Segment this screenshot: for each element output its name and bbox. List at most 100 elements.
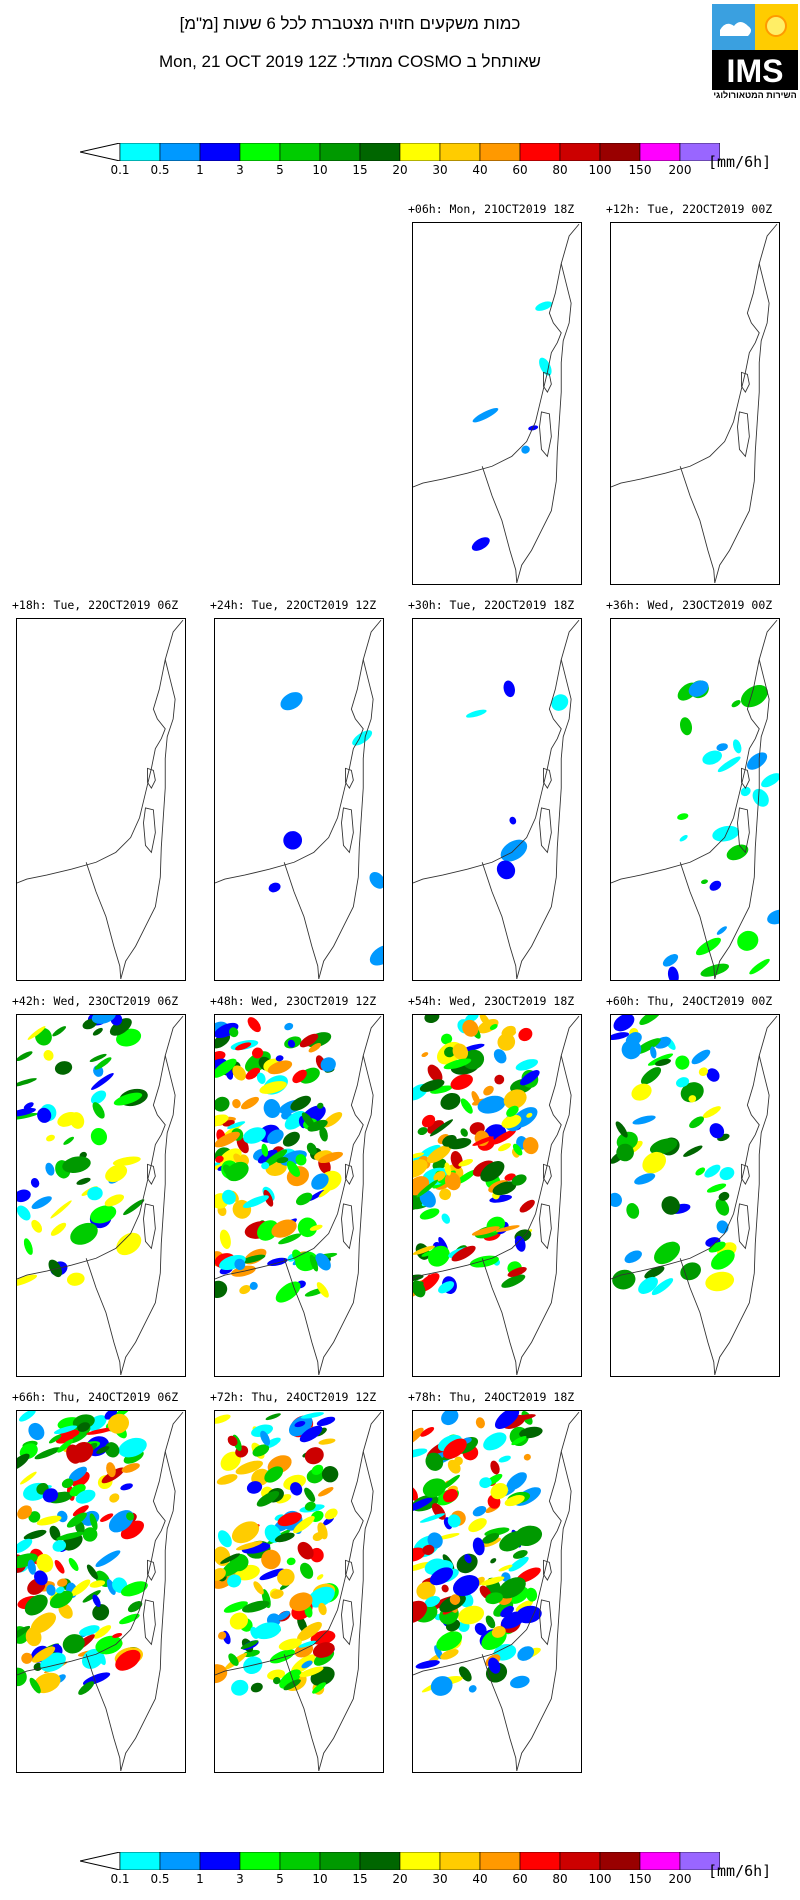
precip-cell (318, 1438, 336, 1445)
precip-cell (31, 1219, 43, 1233)
colorbar-tick-label: 0.5 (150, 1872, 170, 1886)
precip-cell (307, 1586, 335, 1608)
precip-cell (299, 1666, 324, 1678)
precip-cell (273, 1677, 281, 1685)
east-border (120, 1055, 176, 1375)
precip-cell (70, 1222, 98, 1245)
precip-cell (282, 1131, 300, 1147)
precip-cell (278, 1233, 302, 1245)
coastline (413, 1015, 580, 1280)
precip-cell (464, 1553, 472, 1564)
precip-cell (415, 1660, 440, 1669)
precip-cell (116, 1232, 142, 1256)
precip-cell (443, 1058, 472, 1070)
colorbar-swatch (519, 143, 561, 161)
precip-cell (413, 1274, 424, 1282)
precip-cell (69, 1112, 85, 1129)
colorbar-swatch (239, 143, 281, 161)
precip-cell (304, 1487, 316, 1503)
sea-of-galilee (147, 767, 156, 790)
precip-cell (427, 1064, 443, 1083)
colorbar-swatch (639, 1852, 681, 1870)
precip-cell (304, 1501, 316, 1511)
colorbar-swatch (279, 1852, 321, 1870)
precip-cell (309, 1254, 319, 1272)
forecast-panel: +36h: Wed, 23OCT2019 00Z (606, 598, 780, 981)
precip-cell (688, 1095, 697, 1103)
precip-cell (66, 1272, 85, 1286)
precip-cell (256, 1072, 266, 1084)
precip-cell (507, 1266, 527, 1277)
precip-cell (511, 1174, 527, 1186)
precip-cell (474, 1622, 487, 1636)
precip-cell (717, 756, 741, 773)
forecast-panel: +54h: Wed, 23OCT2019 18Z (408, 994, 582, 1377)
precip-cell (680, 1082, 704, 1103)
precip-cell (95, 1550, 121, 1568)
precip-cell (215, 1058, 237, 1078)
forecast-panel: +60h: Thu, 24OCT2019 00Z (606, 994, 780, 1377)
precip-cell (17, 1667, 27, 1687)
precip-cell (482, 1533, 500, 1544)
panel-time-label: +36h: Wed, 23OCT2019 00Z (606, 598, 773, 612)
precip-cell (48, 1259, 62, 1278)
precip-cell (442, 1488, 458, 1503)
precip-cell (460, 1128, 468, 1137)
precip-cell (651, 1278, 674, 1296)
precip-cell (471, 537, 490, 551)
precip-cell (512, 1550, 528, 1559)
precip-cell (263, 1189, 274, 1207)
precip-cell (276, 1610, 290, 1621)
precip-cell (316, 1282, 329, 1298)
precip-cell (704, 1164, 721, 1178)
panel-map (412, 1410, 582, 1773)
east-border (516, 659, 572, 979)
precip-cell (76, 1177, 91, 1185)
precip-cell (419, 1144, 441, 1158)
precip-cell (104, 1194, 125, 1207)
precip-cell (679, 717, 693, 736)
precip-cell (611, 1032, 630, 1041)
precip-cell (106, 1462, 116, 1478)
precip-cell (17, 1051, 33, 1062)
precip-cell (479, 1015, 491, 1027)
precip-cell (509, 816, 517, 825)
precip-cell (519, 1426, 543, 1439)
precip-cell (49, 1590, 73, 1609)
precip-cell (242, 1649, 260, 1658)
precip-cell (307, 1189, 326, 1202)
precip-cell (675, 1055, 690, 1070)
precip-cell (439, 1188, 452, 1201)
precip-cell (217, 1530, 232, 1548)
precip-cell (752, 788, 769, 807)
precip-cell (262, 1149, 288, 1168)
precip-cell (612, 1269, 636, 1290)
precip-cell (321, 1465, 339, 1483)
precip-cell (458, 1605, 485, 1625)
precip-cell (215, 1022, 239, 1039)
colorbar-swatch (679, 1852, 720, 1870)
precip-cell (631, 1083, 652, 1101)
precip-cell (215, 1414, 231, 1424)
precip-cell (299, 1425, 323, 1443)
precip-cell (444, 1046, 456, 1058)
precip-cell (521, 445, 530, 454)
precip-cell (644, 1266, 665, 1279)
precip-cell (94, 1057, 112, 1070)
precip-cell (50, 1200, 72, 1219)
forecast-panel: +42h: Wed, 23OCT2019 06Z (12, 994, 186, 1377)
precip-cell (287, 1039, 296, 1048)
dead-sea (539, 411, 552, 458)
precip-cell (518, 1027, 533, 1042)
precip-cell (215, 1664, 228, 1684)
precip-cell (667, 966, 679, 980)
precip-cell (49, 1525, 61, 1541)
sinai-border (679, 466, 716, 583)
precip-cell (267, 1669, 286, 1680)
precip-cell (419, 1513, 446, 1523)
sinai-border (283, 862, 320, 979)
precip-cell (259, 1568, 285, 1581)
precip-cell (87, 1186, 103, 1201)
precip-cell (469, 1255, 499, 1268)
precip-cell (52, 1026, 67, 1037)
